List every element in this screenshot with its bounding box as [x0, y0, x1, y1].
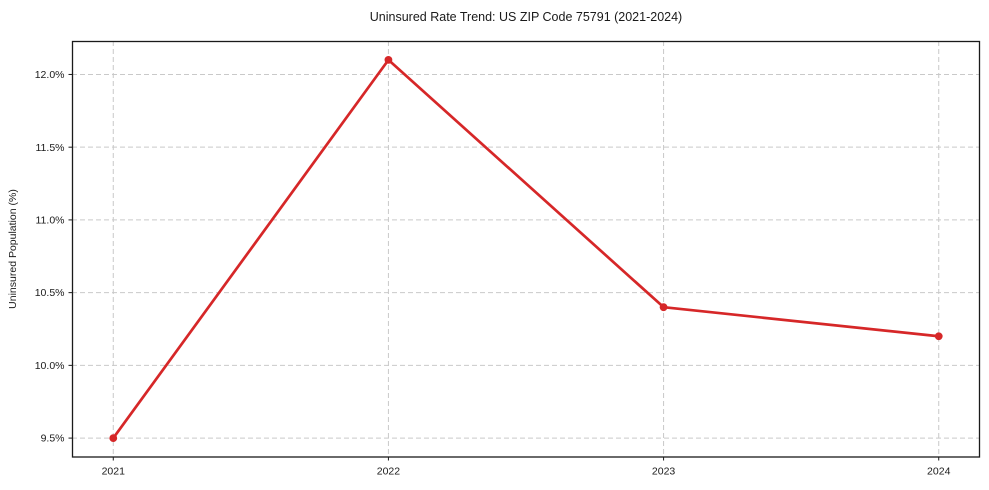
x-tick-label: 2021 — [102, 466, 126, 478]
chart-title: Uninsured Rate Trend: US ZIP Code 75791 … — [370, 10, 682, 24]
data-point — [384, 56, 393, 64]
x-tick-label: 2022 — [377, 466, 401, 478]
plot-border — [71, 40, 981, 458]
y-tick-label: 11.0% — [36, 215, 65, 227]
data-point — [109, 434, 118, 442]
tick-layer: 2021 2022 2023 2024 9.5% 10.0% 10.5% 11.0% 11.5%… — [35, 69, 951, 477]
x-tick-label: 2023 — [652, 466, 676, 478]
y-tick-label: 9.5% — [41, 433, 65, 445]
trend-line — [111, 58, 941, 440]
data-point — [934, 332, 943, 341]
y-tick-label: 12.0% — [35, 69, 65, 81]
y-tick-label: 10.5% — [35, 287, 65, 299]
y-axis-label: Uninsured Population (%) — [7, 189, 19, 309]
y-tick-label: 10.0% — [35, 360, 65, 372]
y-tick-label: 11.5% — [36, 142, 65, 154]
grid-layer — [72, 41, 980, 457]
series-layer — [109, 56, 943, 442]
data-point — [659, 303, 668, 312]
x-tick-label: 2024 — [927, 466, 951, 478]
